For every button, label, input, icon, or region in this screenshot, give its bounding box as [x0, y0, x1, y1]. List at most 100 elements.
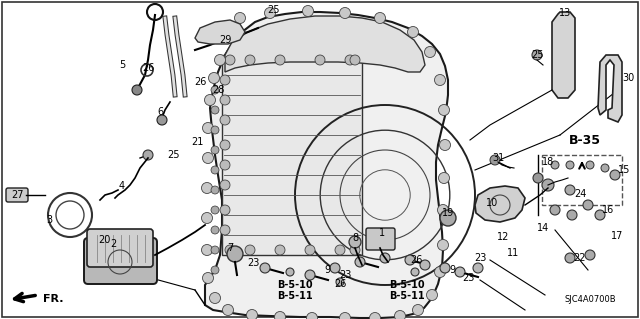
Text: 23: 23	[462, 273, 474, 283]
Circle shape	[345, 55, 355, 65]
Text: 15: 15	[618, 165, 630, 175]
Bar	[222, 55, 362, 255]
Circle shape	[157, 115, 167, 125]
Circle shape	[542, 179, 554, 191]
Polygon shape	[598, 55, 622, 122]
Circle shape	[275, 55, 285, 65]
Text: 5: 5	[119, 60, 125, 70]
Text: 17: 17	[611, 231, 623, 241]
Circle shape	[355, 257, 365, 267]
Circle shape	[225, 245, 235, 255]
Circle shape	[211, 206, 219, 214]
Text: 8: 8	[352, 233, 358, 243]
Circle shape	[408, 26, 419, 38]
Circle shape	[473, 263, 483, 273]
Text: 30: 30	[622, 73, 634, 83]
Circle shape	[220, 95, 230, 105]
Circle shape	[260, 263, 270, 273]
Circle shape	[220, 75, 230, 85]
Text: 21: 21	[191, 137, 203, 147]
Circle shape	[209, 72, 220, 84]
Circle shape	[335, 245, 345, 255]
Polygon shape	[225, 16, 425, 72]
Circle shape	[220, 205, 230, 215]
Circle shape	[227, 246, 243, 262]
Text: 27: 27	[12, 190, 24, 200]
FancyBboxPatch shape	[366, 228, 395, 250]
Circle shape	[303, 5, 314, 17]
Circle shape	[211, 86, 219, 94]
Circle shape	[490, 155, 500, 165]
Text: 13: 13	[559, 8, 571, 18]
Text: 2: 2	[110, 239, 116, 249]
Circle shape	[438, 173, 449, 183]
Text: 24: 24	[574, 189, 586, 199]
Circle shape	[275, 311, 285, 319]
Text: 31: 31	[492, 153, 504, 163]
FancyBboxPatch shape	[87, 229, 153, 267]
Circle shape	[205, 94, 216, 106]
Circle shape	[532, 50, 542, 60]
Circle shape	[245, 55, 255, 65]
Text: B-5-11: B-5-11	[277, 291, 313, 301]
Bar	[542, 155, 622, 205]
Circle shape	[246, 309, 257, 319]
Polygon shape	[205, 12, 448, 318]
Text: 23: 23	[247, 258, 259, 268]
Circle shape	[220, 180, 230, 190]
Circle shape	[220, 140, 230, 150]
Circle shape	[350, 245, 360, 255]
Circle shape	[566, 161, 574, 169]
Circle shape	[420, 260, 430, 270]
Text: 16: 16	[602, 205, 614, 215]
FancyBboxPatch shape	[84, 238, 157, 284]
Circle shape	[202, 152, 214, 164]
Circle shape	[211, 186, 219, 194]
Text: 23: 23	[474, 253, 486, 263]
Polygon shape	[552, 12, 575, 98]
Circle shape	[565, 185, 575, 195]
Circle shape	[223, 305, 234, 315]
Circle shape	[275, 245, 285, 255]
Text: 12: 12	[497, 232, 509, 242]
Circle shape	[440, 263, 450, 273]
Circle shape	[601, 164, 609, 172]
Text: 6: 6	[157, 107, 163, 117]
Circle shape	[305, 270, 315, 280]
Text: 26: 26	[142, 63, 154, 73]
Circle shape	[211, 266, 219, 274]
Text: 9: 9	[324, 265, 330, 275]
Polygon shape	[475, 186, 525, 222]
Circle shape	[350, 55, 360, 65]
Circle shape	[315, 55, 325, 65]
Text: 25: 25	[531, 50, 543, 60]
Circle shape	[143, 150, 153, 160]
Circle shape	[610, 170, 620, 180]
Text: 19: 19	[442, 208, 454, 218]
Circle shape	[211, 146, 219, 154]
Text: 18: 18	[542, 157, 554, 167]
Text: 29: 29	[219, 35, 231, 45]
Circle shape	[440, 210, 456, 226]
Circle shape	[435, 75, 445, 85]
Text: 25: 25	[168, 150, 180, 160]
Circle shape	[307, 313, 317, 319]
Circle shape	[211, 226, 219, 234]
Text: 22: 22	[573, 253, 586, 263]
Text: 26: 26	[410, 255, 422, 265]
Circle shape	[305, 245, 315, 255]
Circle shape	[349, 236, 361, 248]
Circle shape	[369, 313, 381, 319]
Circle shape	[435, 266, 445, 278]
Text: 26: 26	[334, 279, 346, 289]
Circle shape	[595, 210, 605, 220]
Text: 14: 14	[537, 223, 549, 233]
Circle shape	[202, 212, 212, 224]
Circle shape	[209, 293, 221, 303]
Circle shape	[567, 210, 577, 220]
Circle shape	[202, 244, 212, 256]
Text: 10: 10	[486, 198, 498, 208]
Text: 28: 28	[212, 85, 224, 95]
FancyBboxPatch shape	[6, 188, 28, 202]
Circle shape	[330, 263, 340, 273]
